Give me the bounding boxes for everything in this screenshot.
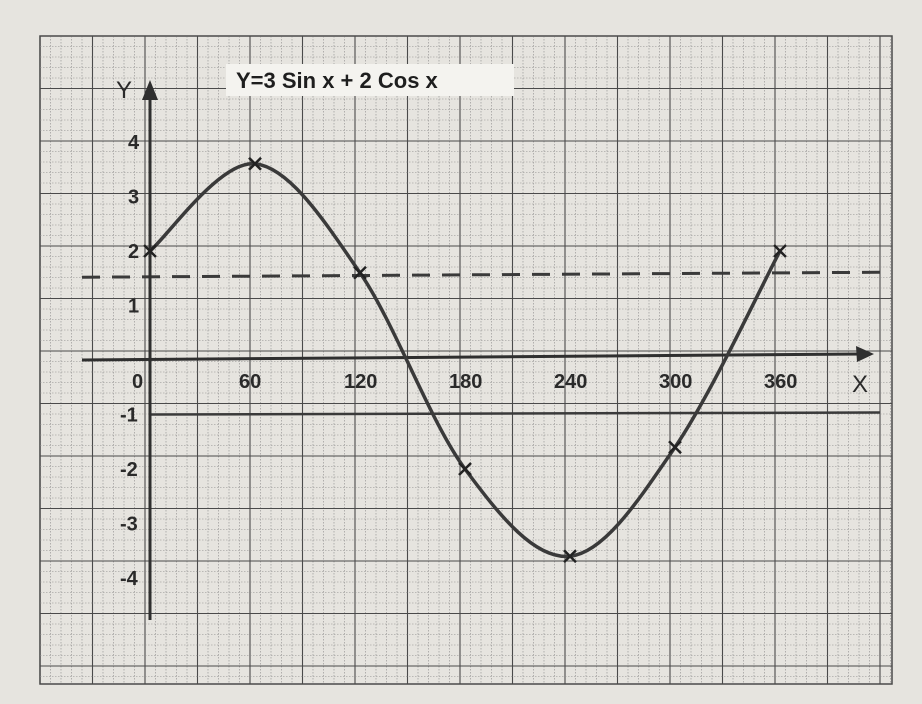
y-axis-arrowhead (142, 80, 158, 100)
data-point-marker (668, 440, 682, 455)
x-tick-label: 300 (659, 371, 692, 393)
reference-lines (81, 270, 881, 416)
y-tick-label: 3 (128, 187, 139, 209)
y-axis-label: Y (116, 77, 132, 104)
y-tick-label: 2 (128, 241, 139, 263)
title-background (226, 64, 514, 96)
data-point-marker (248, 156, 262, 171)
data-point-marker (773, 244, 787, 258)
dashed-reference-line (81, 270, 881, 279)
data-point-marker (143, 244, 157, 258)
y-tick-label: 4 (128, 132, 140, 154)
x-tick-label: 180 (449, 371, 482, 393)
y-tick-label: -3 (120, 514, 138, 536)
solid-reference-line (149, 411, 881, 416)
x-tick-label: 0 (132, 371, 143, 393)
chart-title: Y=3 Sin x + 2 Cos x (236, 68, 439, 93)
data-point-marker (563, 549, 577, 564)
y-tick-label: -4 (120, 568, 139, 590)
x-tick-label: 60 (239, 371, 261, 393)
x-tick-label: 120 (344, 371, 377, 393)
tick-labels: X Y 0 60 120 180 240 300 360 4 3 2 1 -1 -2 -3 -4 (116, 77, 868, 590)
y-tick-label: 1 (128, 296, 139, 318)
y-tick-label: -2 (120, 459, 138, 481)
x-axis-label: X (852, 371, 868, 398)
x-axis-arrowhead (856, 346, 874, 362)
x-axis-line (81, 352, 863, 362)
axes (81, 80, 874, 620)
x-tick-label: 240 (554, 371, 587, 393)
x-tick-label: 360 (764, 371, 797, 393)
title-group: Y=3 Sin x + 2 Cos x (226, 64, 514, 96)
data-point-marker (458, 462, 472, 476)
y-tick-label: -1 (120, 405, 138, 427)
data-point-marker (353, 265, 367, 280)
data-series (143, 156, 787, 564)
